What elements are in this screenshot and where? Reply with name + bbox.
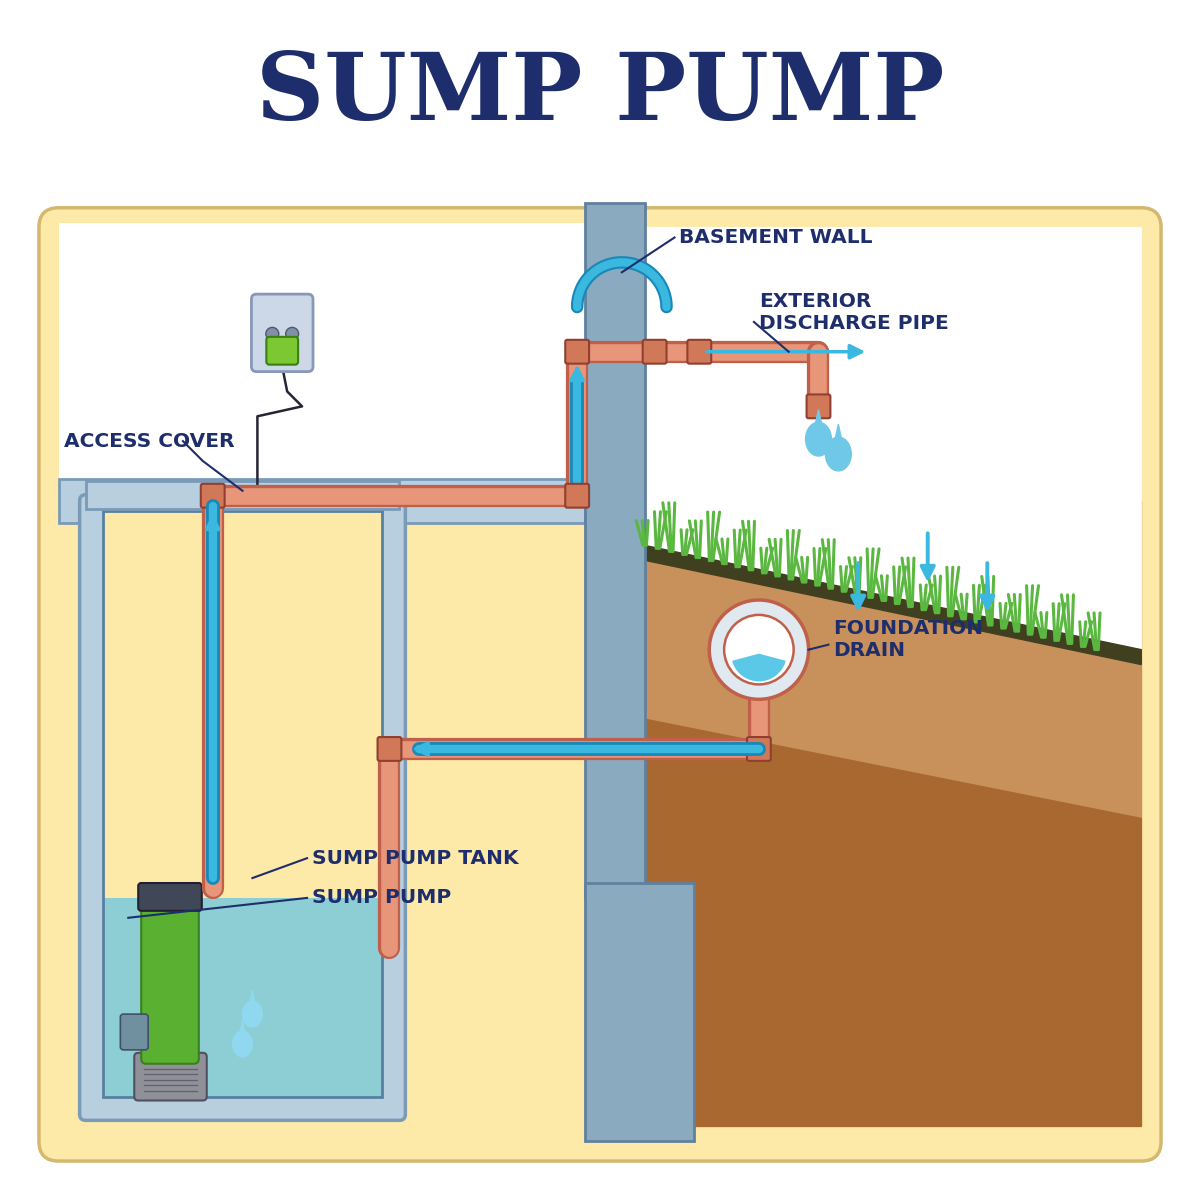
Polygon shape — [242, 1001, 263, 1027]
Polygon shape — [644, 545, 1141, 665]
FancyBboxPatch shape — [806, 395, 830, 419]
Bar — [586, 203, 644, 898]
Polygon shape — [835, 425, 841, 438]
FancyBboxPatch shape — [378, 737, 401, 761]
FancyBboxPatch shape — [565, 484, 589, 508]
Bar — [59, 223, 586, 500]
Text: FOUNDATION
DRAIN: FOUNDATION DRAIN — [833, 619, 984, 660]
FancyBboxPatch shape — [142, 895, 199, 1063]
Polygon shape — [826, 437, 851, 470]
Polygon shape — [805, 422, 832, 456]
FancyBboxPatch shape — [266, 337, 298, 365]
Text: SUMP PUMP: SUMP PUMP — [256, 48, 944, 138]
FancyBboxPatch shape — [252, 294, 313, 372]
Polygon shape — [644, 228, 1141, 649]
FancyBboxPatch shape — [688, 340, 712, 364]
Text: SUMP PUMP TANK: SUMP PUMP TANK — [312, 848, 518, 868]
FancyBboxPatch shape — [138, 883, 202, 911]
Polygon shape — [644, 719, 1141, 1127]
Polygon shape — [644, 500, 1141, 1127]
Circle shape — [709, 600, 809, 700]
Polygon shape — [240, 1020, 245, 1031]
FancyBboxPatch shape — [134, 1052, 206, 1100]
FancyBboxPatch shape — [79, 494, 406, 1121]
Text: SUMP PUMP: SUMP PUMP — [312, 888, 451, 907]
Circle shape — [286, 328, 299, 341]
FancyBboxPatch shape — [200, 484, 224, 508]
Bar — [103, 898, 382, 1097]
Bar — [59, 479, 586, 522]
Circle shape — [266, 328, 278, 341]
Text: EXTERIOR
DISCHARGE PIPE: EXTERIOR DISCHARGE PIPE — [758, 292, 949, 332]
Text: ACCESS COVER: ACCESS COVER — [64, 432, 234, 451]
FancyBboxPatch shape — [565, 340, 589, 364]
FancyBboxPatch shape — [746, 737, 770, 761]
Bar — [103, 511, 382, 1097]
Polygon shape — [233, 1031, 252, 1057]
Wedge shape — [732, 654, 786, 682]
FancyBboxPatch shape — [120, 1014, 148, 1050]
Circle shape — [724, 614, 793, 684]
Polygon shape — [816, 409, 822, 424]
Bar — [586, 883, 695, 1141]
Polygon shape — [251, 990, 254, 1001]
FancyBboxPatch shape — [38, 208, 1162, 1162]
Text: BASEMENT WALL: BASEMENT WALL — [679, 228, 872, 247]
Bar — [85, 481, 400, 509]
FancyBboxPatch shape — [643, 340, 666, 364]
